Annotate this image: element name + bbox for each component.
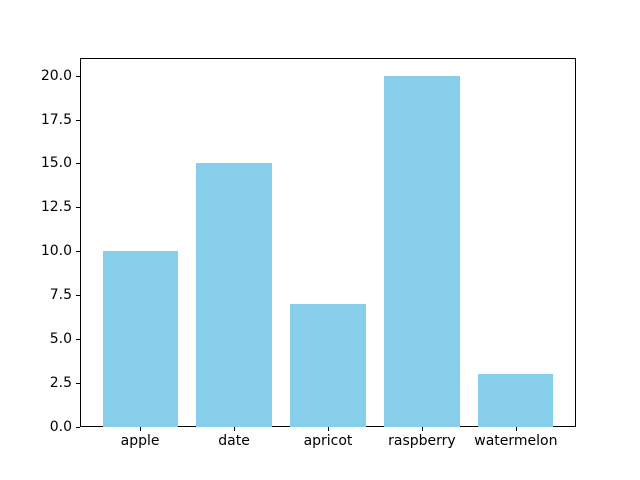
y-tick-mark-7.5 bbox=[76, 295, 80, 297]
y-tick-mark-20.0 bbox=[76, 75, 80, 77]
x-tick-mark-apple bbox=[140, 427, 142, 431]
y-tick-label-0.0: 0.0 bbox=[49, 419, 72, 435]
x-tick-mark-watermelon bbox=[515, 427, 517, 431]
y-tick-label-10.0: 10.0 bbox=[40, 243, 72, 260]
x-tick-label-watermelon: watermelon bbox=[474, 433, 558, 449]
x-tick-mark-apricot bbox=[328, 427, 329, 431]
bar-date bbox=[196, 163, 272, 427]
y-tick-label-17.5: 17.5 bbox=[40, 111, 72, 128]
y-tick-label-12.5: 12.5 bbox=[40, 199, 72, 216]
bar-apple bbox=[102, 251, 178, 427]
y-tick-mark-10.0 bbox=[76, 251, 80, 253]
y-tick-mark-5.0 bbox=[76, 339, 80, 341]
y-tick-mark-12.5 bbox=[76, 207, 80, 209]
x-tick-label-date: date bbox=[218, 433, 250, 449]
y-tick-label-20.0: 20.0 bbox=[40, 67, 72, 84]
x-tick-mark-date bbox=[234, 427, 236, 431]
x-tick-label-apricot: apricot bbox=[303, 433, 353, 449]
y-tick-mark-17.5 bbox=[76, 119, 80, 121]
y-tick-label-15.0: 15.0 bbox=[40, 155, 72, 172]
bar-raspberry bbox=[384, 75, 460, 427]
x-tick-mark-raspberry bbox=[421, 427, 423, 431]
x-tick-label-raspberry: raspberry bbox=[388, 433, 456, 449]
bar-watermelon bbox=[478, 374, 554, 427]
y-tick-label-2.5: 2.5 bbox=[49, 375, 72, 392]
y-tick-mark-2.5 bbox=[76, 383, 80, 385]
x-tick-label-apple: apple bbox=[120, 433, 160, 449]
bar-apricot bbox=[290, 304, 366, 427]
y-tick-label-5.0: 5.0 bbox=[49, 331, 72, 348]
y-tick-label-7.5: 7.5 bbox=[49, 287, 72, 304]
y-tick-mark-15.0 bbox=[76, 163, 80, 165]
y-tick-mark-0.0 bbox=[76, 427, 80, 428]
